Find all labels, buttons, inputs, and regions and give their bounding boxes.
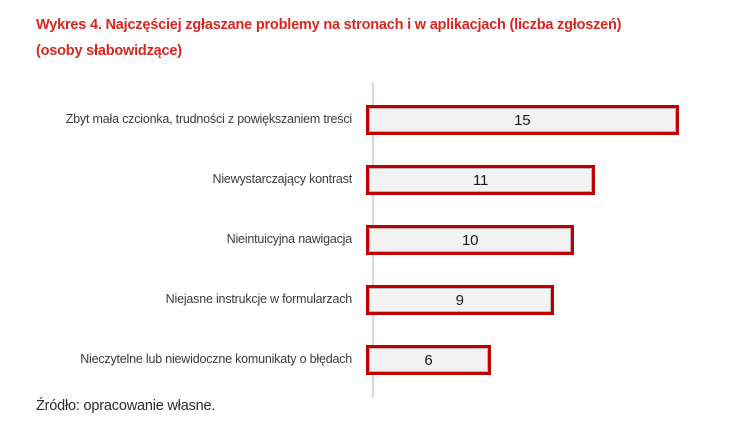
chart-row: Zbyt mała czcionka, trudności z powiększ… (36, 90, 716, 150)
bar-chart: Zbyt mała czcionka, trudności z powiększ… (36, 82, 716, 398)
value-label: 9 (455, 291, 464, 309)
category-label: Niejasne instrukcje w formularzach (165, 292, 353, 307)
source-note: Źródło: opracowanie własne. (36, 398, 216, 414)
value-label: 11 (472, 171, 489, 189)
bar: 15 (366, 105, 679, 135)
chart-title-line2: (osoby słabowidzące) (36, 43, 182, 59)
bar-track: 10 (364, 210, 716, 270)
category-label: Niewystarczający kontrast (212, 172, 353, 187)
bar-track: 9 (364, 270, 716, 330)
chart-row: Nieczytelne lub niewidoczne komunikaty o… (36, 330, 716, 390)
bar: 9 (366, 285, 554, 315)
chart-row: Niewystarczający kontrast 11 (36, 150, 716, 210)
category-label: Zbyt mała czcionka, trudności z powiększ… (65, 112, 352, 127)
bar: 6 (366, 345, 491, 375)
chart-row: Nieintuicyjna nawigacja 10 (36, 210, 716, 270)
value-label: 10 (462, 231, 479, 249)
bar: 10 (366, 225, 575, 255)
bar-track: 6 (364, 330, 716, 390)
value-label: 6 (424, 351, 433, 369)
chart-title-line1: Wykres 4. Najczęściej zgłaszane problemy… (36, 17, 622, 33)
chart-row: Niejasne instrukcje w formularzach 9 (36, 270, 716, 330)
bar-rows: Zbyt mała czcionka, trudności z powiększ… (36, 90, 716, 390)
value-label: 15 (514, 111, 531, 129)
chart-title: Wykres 4. Najczęściej zgłaszane problemy… (36, 12, 716, 64)
category-label: Nieintuicyjna nawigacja (226, 232, 353, 247)
category-label: Nieczytelne lub niewidoczne komunikaty o… (80, 352, 352, 367)
bar-track: 15 (364, 90, 716, 150)
bar-track: 11 (364, 150, 716, 210)
bar: 11 (366, 165, 596, 195)
